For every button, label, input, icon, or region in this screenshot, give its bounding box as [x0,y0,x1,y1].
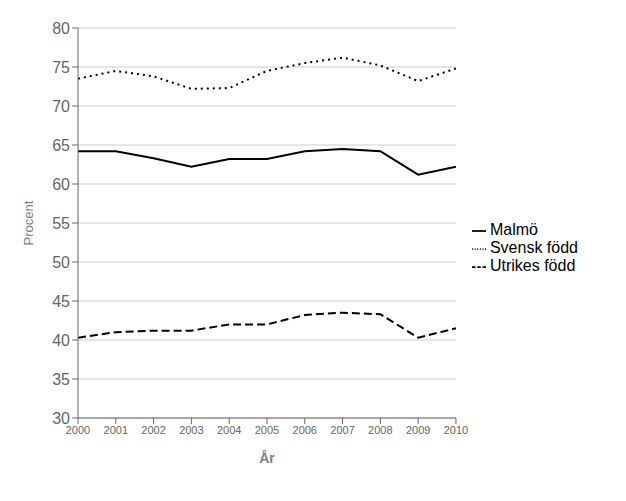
svg-text:2004: 2004 [217,424,241,436]
svg-text:2000: 2000 [65,423,91,436]
svg-text:30: 30 [52,410,70,427]
svg-text:2005: 2005 [255,424,279,436]
svg-text:2010: 2010 [444,424,468,436]
html-text:Utrikes född: Utrikes född [489,257,576,274]
svg-text:Procent: Procent [21,200,36,245]
html-text:Malmö: Malmö [489,221,538,238]
svg-text:2001: 2001 [104,424,128,436]
svg-text:2006: 2006 [293,424,317,436]
svg-text:40: 40 [52,332,70,349]
svg-text:2008: 2008 [368,424,392,436]
svg-text:65: 65 [52,137,70,154]
svg-text:80: 80 [52,20,70,37]
svg-text:År: År [259,450,275,466]
svg-text:50: 50 [52,254,70,271]
svg-text:2002: 2002 [141,424,165,436]
svg-text:45: 45 [52,293,70,310]
svg-text:2003: 2003 [179,424,203,436]
svg-text:35: 35 [52,371,70,388]
svg-text:70: 70 [52,98,70,115]
svg-text:2009: 2009 [406,424,430,436]
html-text:Svensk född: Svensk född [489,239,578,256]
svg-text:2007: 2007 [330,424,354,436]
svg-text:60: 60 [52,176,70,193]
svg-text:75: 75 [52,59,70,76]
svg-text:55: 55 [52,215,70,232]
